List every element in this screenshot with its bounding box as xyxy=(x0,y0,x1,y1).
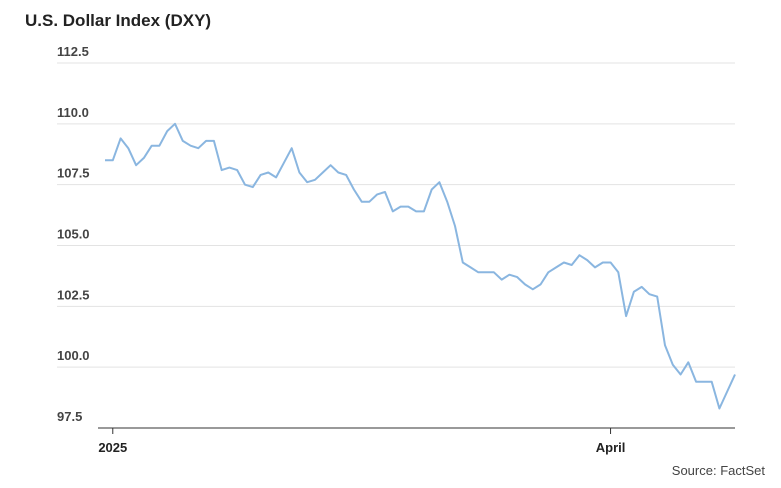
y-tick-label: 107.5 xyxy=(57,166,90,181)
data-line xyxy=(105,122,736,410)
y-tick-label: 112.5 xyxy=(57,44,89,59)
chart-title: U.S. Dollar Index (DXY) xyxy=(25,11,211,30)
y-tick-label: 110.0 xyxy=(57,105,89,120)
x-tick-label: April xyxy=(596,440,626,455)
y-tick-label: 97.5 xyxy=(57,409,82,424)
y-tick-label: 102.5 xyxy=(57,287,90,302)
source-note: Source: FactSet xyxy=(672,463,766,478)
x-tick-label: 2025 xyxy=(98,440,127,455)
y-tick-label: 105.0 xyxy=(57,227,90,242)
y-tick-label: 100.0 xyxy=(57,348,90,363)
